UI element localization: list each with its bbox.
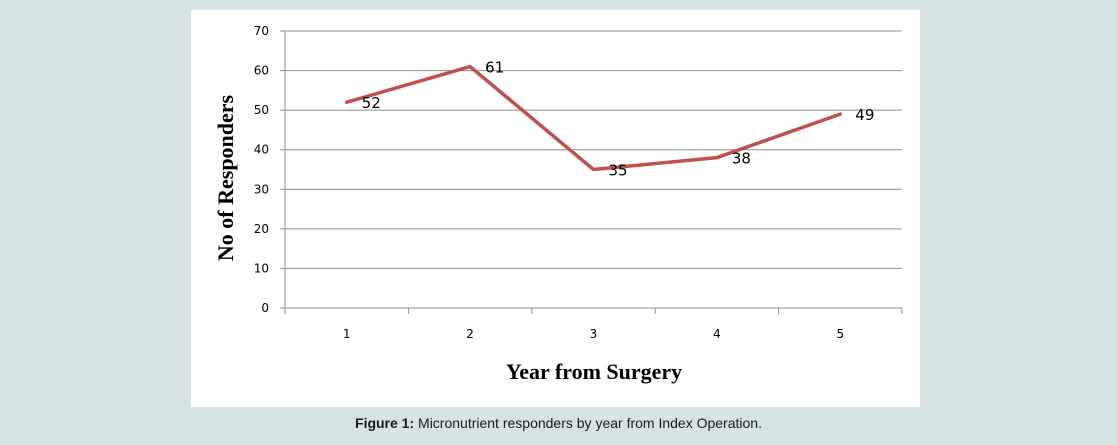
caption-text: Micronutrient responders by year from In…	[414, 415, 762, 431]
x-tick-label: 2	[466, 327, 474, 341]
y-tick-label: 50	[254, 103, 269, 117]
data-label: 35	[609, 162, 628, 180]
axes	[280, 30, 903, 314]
data-label: 61	[485, 59, 504, 77]
y-tick-label: 70	[254, 24, 269, 38]
x-tick-label: 1	[343, 327, 351, 341]
x-tick-label: 3	[590, 327, 598, 341]
y-tick-label: 0	[261, 301, 269, 315]
gridlines	[285, 30, 902, 269]
figure-caption: Figure 1: Micronutrient responders by ye…	[0, 415, 1117, 431]
data-label: 52	[362, 94, 381, 112]
x-tick-labels: 1 2 3 4 5	[343, 327, 844, 341]
y-tick-label: 60	[254, 64, 269, 78]
data-label: 38	[732, 150, 751, 168]
line-chart: 0 10 20 30 40 50 60 70 1 2 3 4 5 52 61 35 38 49 Year fr…	[213, 24, 903, 384]
y-tick-labels: 0 10 20 30 40 50 60 70	[254, 24, 269, 315]
data-labels: 52 61 35 38 49	[362, 59, 875, 180]
y-axis-title: No of Responders	[213, 94, 238, 261]
x-tick-label: 5	[836, 327, 844, 341]
y-tick-label: 20	[254, 222, 269, 236]
data-label: 49	[855, 106, 874, 124]
y-tick-label: 30	[254, 182, 269, 196]
y-tick-label: 40	[254, 143, 269, 157]
series-lines	[344, 64, 843, 172]
caption-label: Figure 1:	[355, 415, 415, 431]
y-tick-label: 10	[254, 261, 269, 275]
x-tick-label: 4	[713, 327, 721, 341]
x-axis-title: Year from Surgery	[506, 359, 682, 384]
series-line	[344, 64, 843, 172]
chart-panel: 0 10 20 30 40 50 60 70 1 2 3 4 5 52 61 35 38 49 Year fr…	[191, 10, 920, 407]
